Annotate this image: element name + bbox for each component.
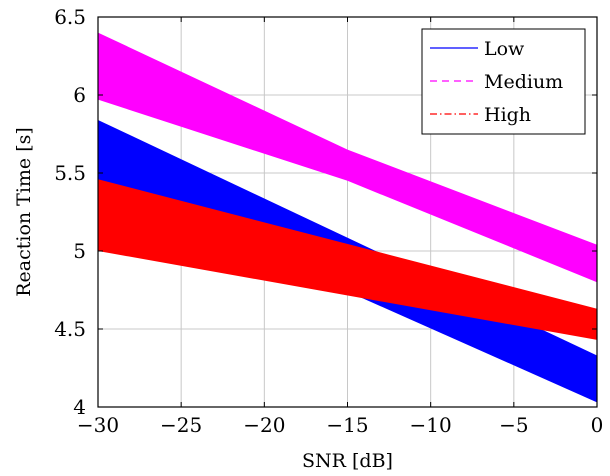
x-tick-label: −5	[499, 413, 528, 437]
band-medium	[98, 32, 597, 283]
tick-marks	[97, 16, 598, 408]
y-tick-labels: 4 4.5 5 5.5 6 6.5	[54, 5, 86, 419]
data-bands	[98, 32, 597, 403]
legend-label-high: High	[484, 104, 531, 126]
y-tick-label: 5	[73, 239, 86, 263]
legend: Low Medium High	[421, 28, 586, 135]
legend-box	[421, 28, 586, 135]
x-tick-label: 0	[591, 413, 604, 437]
y-axis-label: Reaction Time [s]	[13, 127, 35, 297]
x-tick-label: −10	[410, 413, 452, 437]
legend-label-medium: Medium	[484, 71, 563, 93]
y-tick-label: 6.5	[54, 5, 86, 29]
band-high	[98, 179, 597, 340]
legend-label-low: Low	[484, 38, 525, 60]
x-tick-labels: −30 −25 −20 −15 −10 −5 0	[77, 413, 603, 437]
x-axis-label: SNR [dB]	[302, 450, 393, 472]
x-tick-label: −20	[243, 413, 285, 437]
x-tick-label: −25	[160, 413, 202, 437]
y-tick-label: 4	[73, 395, 86, 419]
x-tick-label: −30	[77, 413, 119, 437]
y-tick-label: 5.5	[54, 161, 86, 185]
x-tick-label: −15	[326, 413, 368, 437]
y-tick-label: 4.5	[54, 317, 86, 341]
y-tick-label: 6	[73, 83, 86, 107]
